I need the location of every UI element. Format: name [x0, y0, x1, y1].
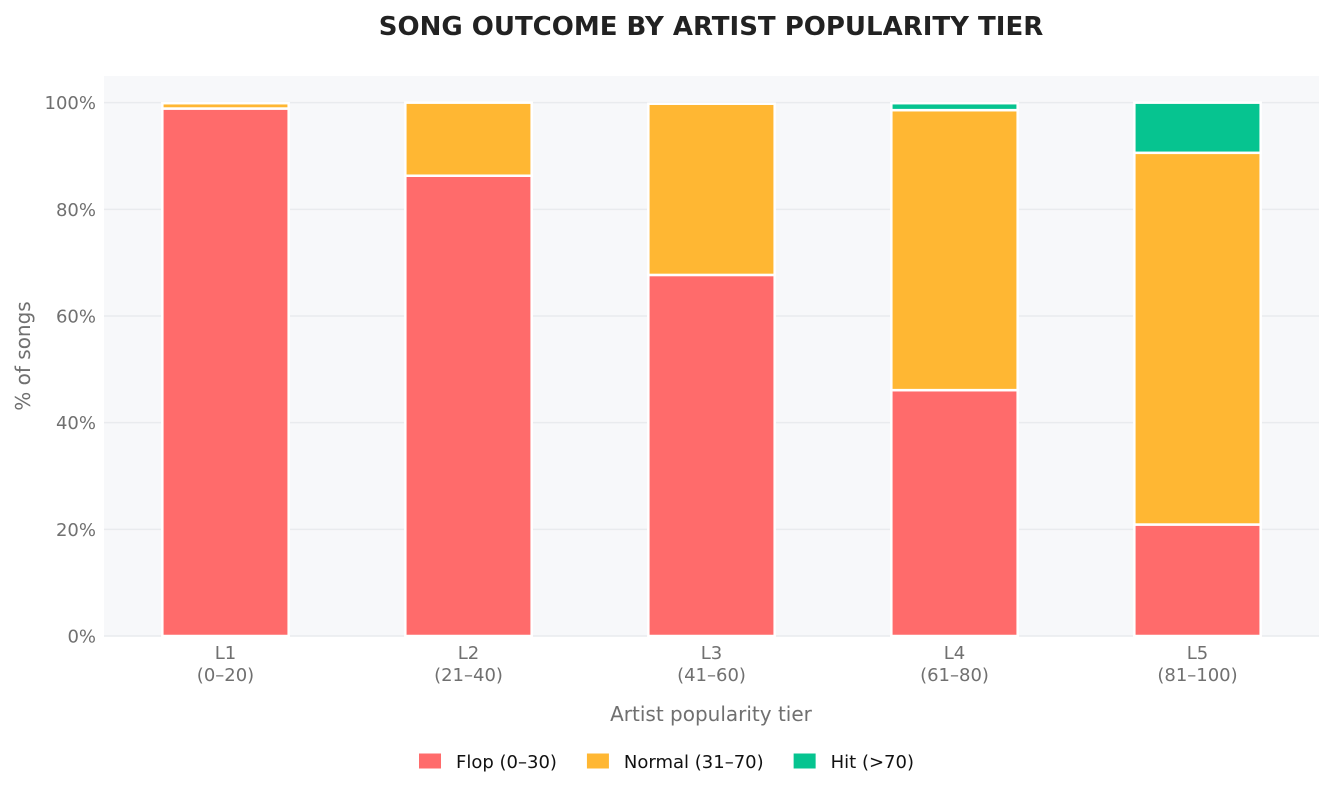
legend-swatch [419, 753, 442, 769]
x-tick-sublabel: (81–100) [1157, 665, 1237, 686]
x-axis-label: Artist popularity tier [610, 702, 813, 726]
x-tick-label: L5 [1187, 643, 1208, 664]
legend: Flop (0–30) Normal (31–70) Hit (>70) [419, 752, 914, 773]
bar-segment-l3-series-1 [647, 102, 776, 277]
bars [161, 101, 1262, 638]
bar-segment-l5-series-1 [1133, 151, 1262, 526]
bar-segment-l2-series-0 [404, 174, 533, 638]
x-tick-label: L3 [701, 643, 722, 664]
y-tick-label: 100% [45, 93, 96, 114]
legend-label: Normal (31–70) [624, 752, 764, 773]
legend-swatch [586, 753, 609, 769]
bar-segment-l1-series-1 [161, 101, 290, 110]
y-tick-label: 20% [56, 520, 96, 541]
legend-swatch [793, 753, 816, 769]
x-tick-sublabel: (21–40) [434, 665, 503, 686]
bar-segment-l4-series-1 [890, 108, 1019, 392]
y-tick-label: 40% [56, 413, 96, 434]
chart-title: SONG OUTCOME BY ARTIST POPULARITY TIER [379, 12, 1044, 42]
legend-label: Flop (0–30) [456, 752, 557, 773]
bar-segment-l4-series-0 [890, 388, 1019, 638]
bar-segment-l5-series-0 [1133, 523, 1262, 638]
x-tick-label: L2 [458, 643, 479, 664]
x-axis-ticks: L1(0–20) L2(21–40) L3(41–60) L4(61–80) L5(81… [197, 643, 1238, 686]
bar-segment-l1-series-0 [161, 107, 290, 638]
x-tick-sublabel: (61–80) [920, 665, 989, 686]
y-tick-label: 0% [67, 627, 96, 648]
y-axis-label: % of songs [11, 301, 35, 410]
x-tick-label: L1 [215, 643, 236, 664]
y-tick-label: 80% [56, 200, 96, 221]
bar-segment-l3-series-0 [647, 273, 776, 638]
legend-label: Hit (>70) [831, 752, 914, 773]
x-tick-sublabel: (41–60) [677, 665, 746, 686]
x-tick-sublabel: (0–20) [197, 665, 254, 686]
bar-segment-l5-series-2 [1133, 101, 1262, 155]
bar-segment-l4-series-2 [890, 101, 1019, 112]
y-tick-label: 60% [56, 307, 96, 328]
x-tick-label: L4 [944, 643, 965, 664]
bar-segment-l2-series-1 [404, 101, 533, 177]
y-axis-ticks: 0% 20% 40% 60% 80% 100% [45, 93, 96, 647]
